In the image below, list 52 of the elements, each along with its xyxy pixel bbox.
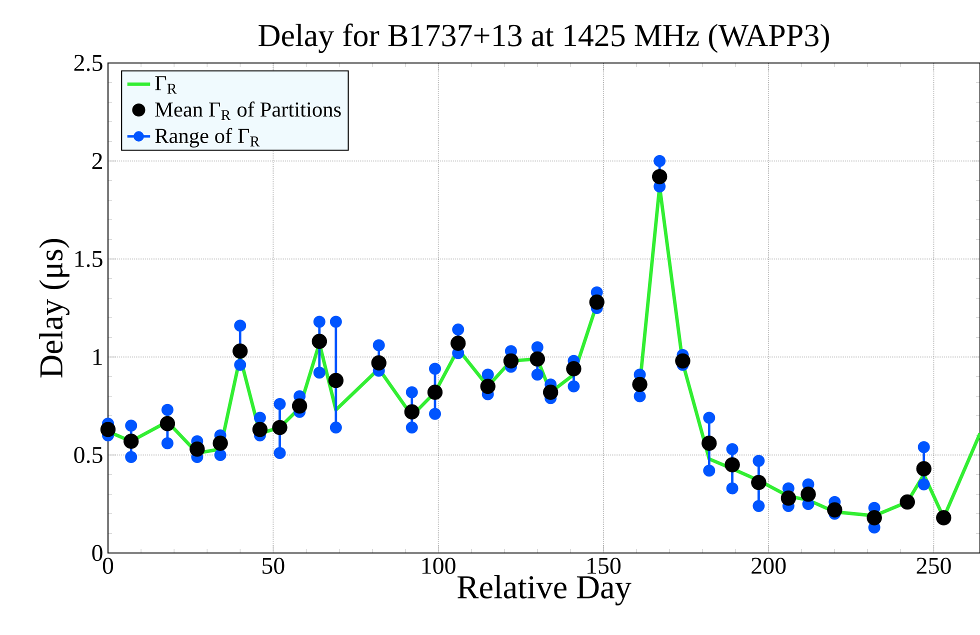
point xyxy=(866,510,882,526)
point xyxy=(543,384,558,400)
x-tick-label: 150 xyxy=(588,558,621,574)
point xyxy=(900,494,915,510)
point xyxy=(675,353,690,369)
point xyxy=(292,398,308,414)
point xyxy=(404,404,420,420)
point xyxy=(371,355,386,370)
point xyxy=(232,344,248,359)
y-tick-label: 1.5 xyxy=(75,250,102,268)
x-tick-label: 100 xyxy=(422,558,456,574)
point xyxy=(100,422,116,438)
point xyxy=(936,510,952,526)
point xyxy=(751,474,766,490)
legend-label: Γ$_{R}$ xyxy=(155,76,177,94)
y-tick-label: 1 xyxy=(93,349,102,365)
point xyxy=(724,457,740,472)
point xyxy=(566,361,582,376)
point xyxy=(427,384,443,400)
x-tick-label: 250 xyxy=(916,558,951,574)
y-tick-label: 0.5 xyxy=(74,446,102,464)
point xyxy=(652,169,668,184)
point xyxy=(632,376,648,392)
point xyxy=(530,351,546,367)
x-tick-label: 0 xyxy=(102,558,114,574)
point xyxy=(212,436,228,451)
point xyxy=(916,461,932,476)
y-axis-title: Delay (μs) xyxy=(39,238,70,378)
point xyxy=(160,416,176,432)
point xyxy=(827,502,842,518)
point xyxy=(312,334,328,349)
x-tick-label: 200 xyxy=(752,558,786,574)
point xyxy=(124,434,139,449)
point xyxy=(702,436,717,451)
point xyxy=(190,442,205,457)
x-tick-label: 50 xyxy=(262,558,284,574)
point xyxy=(480,378,496,394)
point xyxy=(252,422,268,438)
legend-label: Range of Γ$_{R}$ xyxy=(155,128,260,148)
legend-label: Mean Γ$_{R}$ of Partitions xyxy=(155,102,341,120)
point xyxy=(800,486,816,502)
point xyxy=(780,490,796,506)
x-axis-title: Relative Day xyxy=(458,575,632,606)
point xyxy=(503,353,519,369)
chart-title: Delay for B1737+13 at 1425 MHz (WAPP3) xyxy=(258,24,829,53)
y-tick-label: 0 xyxy=(92,544,102,562)
y-tick-label: 2.5 xyxy=(74,54,102,72)
point xyxy=(328,372,344,388)
point xyxy=(272,420,288,436)
point xyxy=(450,336,466,351)
y-tick-label: 2 xyxy=(92,153,102,169)
point xyxy=(589,294,604,310)
